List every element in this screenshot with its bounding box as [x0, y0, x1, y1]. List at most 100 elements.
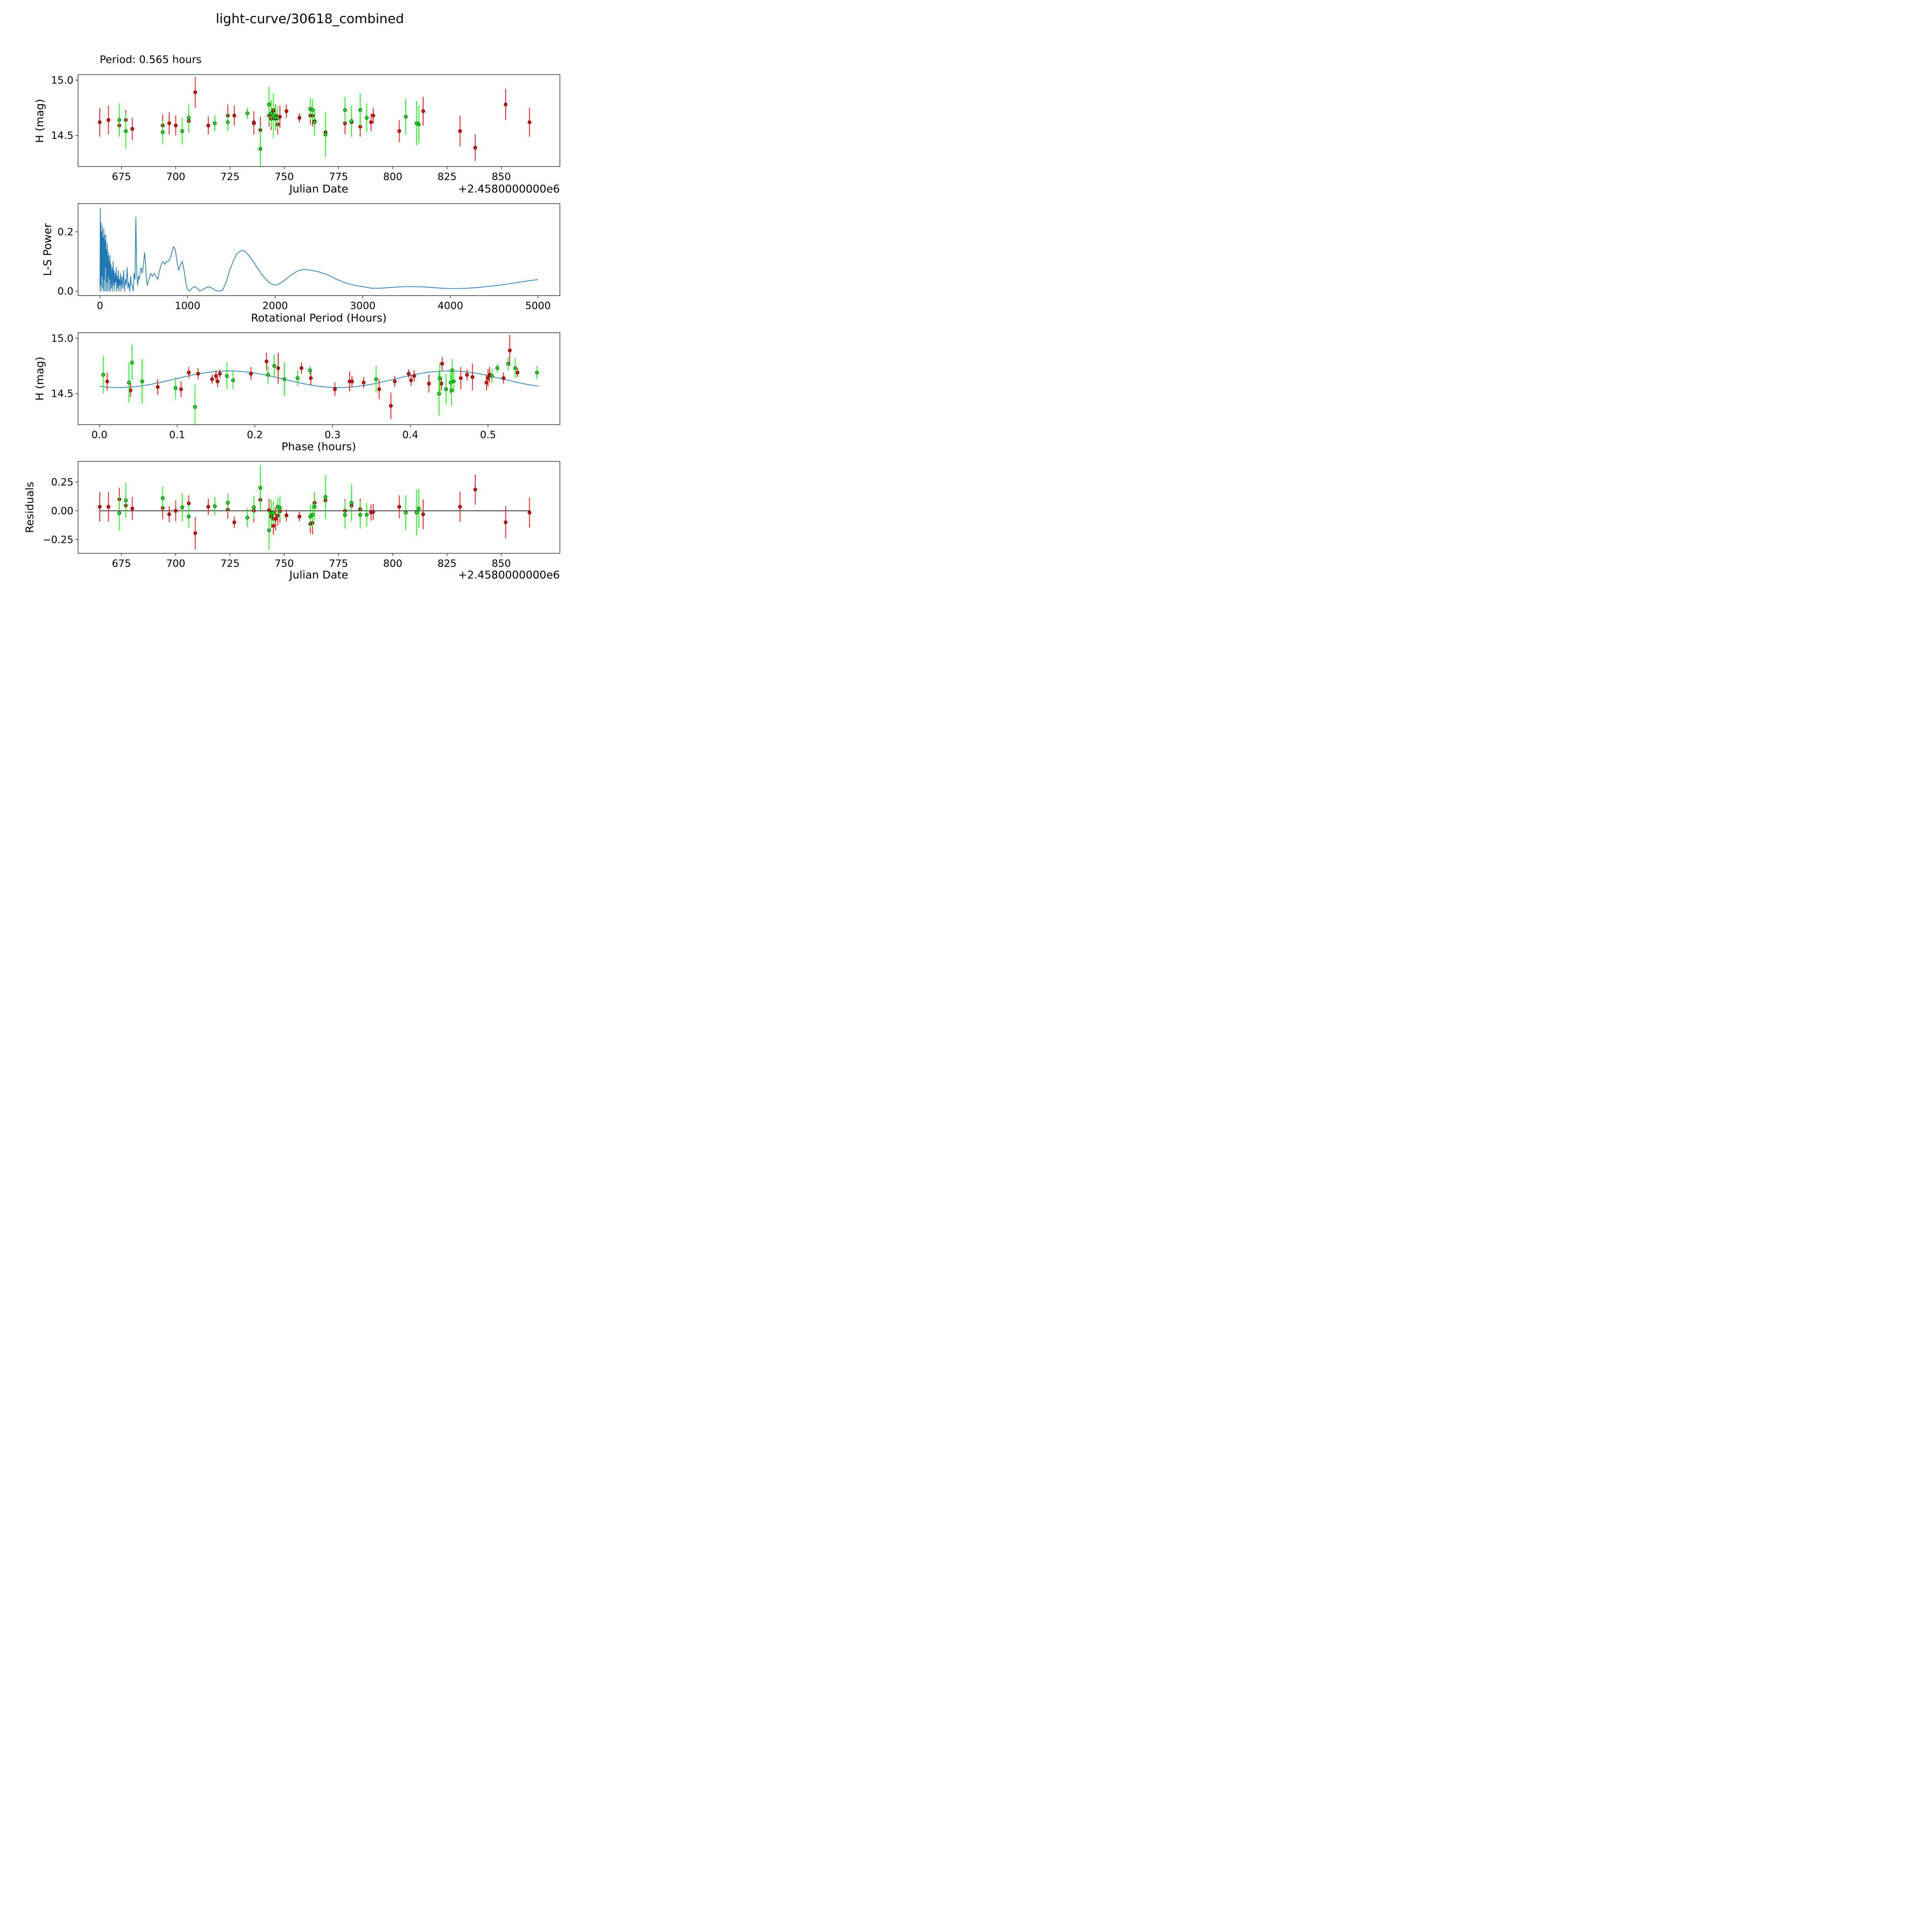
phased-green-point [449, 388, 454, 392]
figure-title: light-curve/30618_combined [216, 11, 404, 27]
phased-red-point [156, 385, 160, 389]
lightcurve-green-point [358, 108, 362, 112]
phased-red-point [214, 374, 218, 378]
phased-red-point [515, 371, 520, 374]
lightcurve-red-point [193, 90, 197, 94]
phased-ytick-label: 15.0 [51, 333, 73, 344]
phased-xlabel: Phase (hours) [281, 440, 356, 453]
residuals-green-point [187, 515, 191, 519]
phased-green-point [308, 368, 312, 372]
lightcurve-green-point [161, 130, 165, 134]
residuals-ytick-label: 0.25 [51, 477, 73, 488]
phased-red-point [129, 388, 133, 392]
phased-green-point [444, 387, 448, 391]
residuals-red-point [503, 520, 508, 524]
phased-green-point [140, 379, 144, 383]
lightcurve-xtick-label: 825 [437, 171, 457, 183]
residuals-red-point [98, 505, 102, 509]
residuals-xtick-label: 850 [492, 558, 511, 570]
phased-xtick-label: 0.4 [402, 429, 418, 441]
phased-red-point [389, 404, 393, 408]
phased-green-point [452, 379, 456, 383]
phased-panel: H (mag) Phase (hours) 0.0 0.1 0.2 0.3 0.4 0.5… [33, 332, 560, 453]
lightcurve-green-point [269, 111, 273, 116]
residuals-red-point [174, 509, 178, 513]
phased-xtick-label: 0.2 [247, 429, 263, 441]
phased-green-point [296, 376, 299, 380]
residuals-red-point [271, 524, 276, 528]
phased-xtick-label: 0.0 [92, 429, 107, 441]
residuals-green-point [365, 513, 369, 517]
phased-red-point [249, 372, 253, 376]
residuals-green-point [313, 505, 317, 509]
phased-red-point [105, 379, 109, 383]
phased-xtick-label: 0.1 [169, 429, 185, 441]
lightcurve-red-point [130, 127, 134, 131]
lightcurve-red-point [174, 124, 178, 128]
phased-green-point [374, 377, 378, 381]
phased-green-point [282, 377, 286, 381]
residuals-xtick-label: 700 [166, 558, 185, 570]
periodogram-xtick-label: 5000 [525, 300, 551, 312]
lightcurve-red-point [206, 124, 210, 128]
periodogram-line [99, 207, 538, 292]
phased-green-point [506, 362, 510, 366]
figure-canvas: light-curve/30618_combined Period: 0.565… [23, 11, 560, 581]
lightcurve-green-point [276, 116, 280, 120]
phased-red-point [350, 379, 354, 383]
phased-red-point [439, 382, 444, 386]
residuals-green-point [124, 498, 128, 502]
residuals-green-point [415, 510, 419, 515]
phased-red-point [412, 374, 416, 378]
residuals-x-offset: +2.4580000000e6 [458, 568, 560, 581]
lightcurve-red-point [106, 118, 111, 122]
residuals-red-point [397, 505, 401, 509]
residuals-red-point [458, 505, 462, 509]
lightcurve-ylabel: H (mag) [33, 99, 46, 143]
phased-red-point [486, 376, 490, 380]
residuals-red-point [473, 488, 477, 492]
phased-red-point [407, 372, 411, 376]
lightcurve-red-point [232, 114, 236, 117]
periodogram-xtick-label: 1000 [175, 300, 200, 312]
lightcurve-red-point [503, 102, 508, 107]
lightcurve-green-point [117, 118, 121, 122]
residuals-green-point [343, 513, 347, 517]
periodogram-xtick-label: 3000 [350, 300, 376, 312]
residuals-green-point [350, 501, 354, 505]
residuals-green-point [278, 506, 282, 510]
lightcurve-red-point [458, 129, 462, 133]
lightcurve-green-point [313, 120, 317, 124]
lightcurve-red-point [473, 146, 477, 150]
phased-green-point [231, 378, 235, 383]
residuals-red-point [298, 515, 301, 519]
residuals-green-point [213, 504, 217, 508]
lightcurve-xtick-label: 750 [275, 171, 294, 183]
residuals-green-point [417, 507, 421, 510]
phased-green-point [127, 381, 131, 384]
phased-green-point [193, 405, 197, 409]
phased-red-point [502, 376, 505, 380]
phased-plot-area [99, 335, 539, 425]
phased-green-point [225, 374, 229, 378]
periodogram-frame [78, 203, 560, 296]
residuals-xtick-label: 725 [220, 558, 240, 570]
phased-red-point [276, 366, 280, 370]
phased-red-point [508, 349, 512, 352]
residuals-green-point [259, 486, 262, 490]
phased-red-point [218, 372, 222, 376]
residuals-green-point [323, 495, 328, 499]
phased-xtick-label: 0.5 [480, 429, 496, 441]
residuals-green-point [252, 505, 256, 509]
periodogram-ytick-label: 0.0 [58, 286, 73, 297]
phased-red-point [377, 387, 381, 391]
residuals-xtick-label: 675 [112, 558, 131, 570]
periodogram-panel: L-S Power Rotational Period (Hours) 0 100… [41, 203, 560, 324]
residuals-xtick-label: 750 [275, 558, 294, 570]
residuals-green-point [404, 510, 408, 515]
lightcurve-green-point [350, 119, 354, 123]
residuals-green-point [226, 501, 230, 505]
periodogram-xtick-label: 0 [97, 300, 103, 312]
residuals-green-point [180, 505, 184, 509]
periodogram-xtick-label: 2000 [262, 300, 288, 312]
